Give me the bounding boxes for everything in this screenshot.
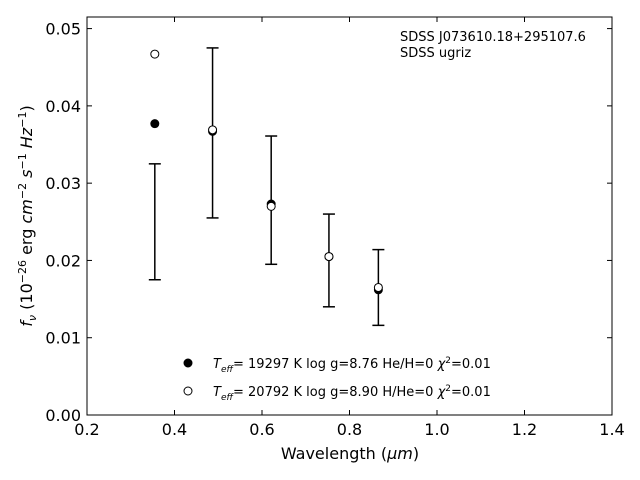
h-he-model-point <box>266 201 276 211</box>
x-tick-label: 1.2 <box>512 420 537 439</box>
he-h-model-point <box>150 119 160 129</box>
y-axis-label: fν (10−26 erg cm−2 s−1 Hz−1) <box>16 105 39 326</box>
x-tick-label: 0.2 <box>74 420 99 439</box>
h-he-model-point <box>373 282 383 292</box>
x-tick-label: 0.8 <box>337 420 362 439</box>
x-tick-label: 1.0 <box>424 420 449 439</box>
plot-area <box>86 17 613 416</box>
y-tick-label: 0.01 <box>45 329 81 348</box>
plot-frame <box>86 16 613 416</box>
y-tick-label: 0.04 <box>45 97 81 116</box>
photometry-system-annotation: SDSS ugriz <box>400 46 471 61</box>
h-he-model-point <box>150 49 160 59</box>
legend-entry: Teff= 20792 K log g=8.90 H/He=0 χ2=0.01 <box>213 384 491 403</box>
x-axis-label: Wavelength (μm) <box>281 444 419 463</box>
h-he-model-point <box>208 125 218 135</box>
y-tick-label: 0.02 <box>45 251 81 270</box>
y-tick-label: 0.05 <box>45 20 81 39</box>
object-name-annotation: SDSS J073610.18+295107.6 <box>400 30 586 45</box>
x-tick-label: 0.4 <box>162 420 187 439</box>
x-tick-label: 0.6 <box>249 420 274 439</box>
x-tick-label: 1.4 <box>599 420 624 439</box>
legend-entry: Teff= 19297 K log g=8.76 He/H=0 χ2=0.01 <box>213 356 491 375</box>
legend-marker <box>183 386 193 396</box>
legend-marker <box>183 358 193 368</box>
y-tick-label: 0.00 <box>45 406 81 425</box>
y-tick-label: 0.03 <box>45 174 81 193</box>
h-he-model-point <box>324 252 334 262</box>
